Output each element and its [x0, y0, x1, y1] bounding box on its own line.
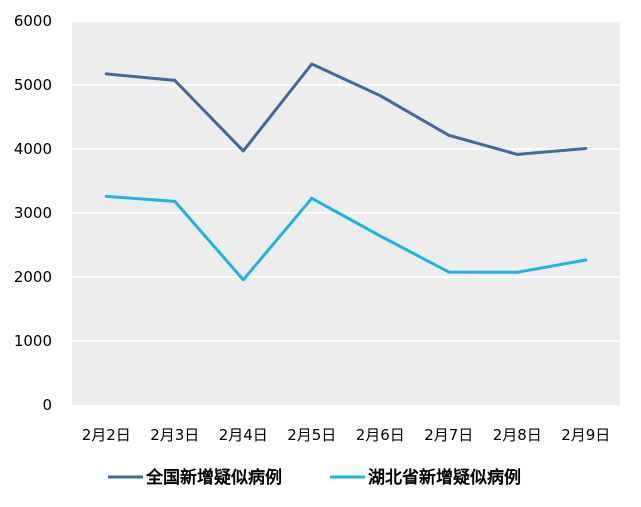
series-line-2 — [106, 194, 587, 282]
y-tick-label: 3000 — [14, 204, 52, 222]
data-point — [173, 199, 177, 203]
x-tick-label: 2月9日 — [561, 426, 610, 444]
y-tick-label: 6000 — [14, 12, 52, 30]
x-tick-label: 2月6日 — [356, 426, 405, 444]
y-tick-label: 5000 — [14, 76, 52, 94]
data-point — [241, 278, 245, 282]
y-tick-label: 1000 — [14, 332, 52, 350]
x-axis-ticks: 2月2日 2月3日 2月4日 2月5日 2月6日 2月7日 2月8日 2月9日 — [82, 426, 611, 444]
data-point — [447, 133, 451, 137]
data-point — [310, 62, 314, 66]
data-point — [515, 152, 519, 156]
y-axis-ticks: 0 1000 2000 3000 4000 5000 6000 — [14, 12, 52, 414]
legend-label: 湖北省新增疑似病例 — [368, 467, 521, 488]
data-point — [378, 234, 382, 238]
data-point — [378, 94, 382, 98]
data-point — [515, 270, 519, 274]
data-point — [310, 196, 314, 200]
data-point — [173, 78, 177, 82]
y-tick-label: 0 — [42, 396, 52, 414]
legend: 全国新增疑似病例 湖北省新增疑似病例 — [108, 467, 521, 488]
x-tick-label: 2月8日 — [493, 426, 542, 444]
data-point — [584, 258, 588, 262]
data-point — [447, 270, 451, 274]
x-tick-label: 2月7日 — [424, 426, 473, 444]
data-point — [104, 72, 108, 76]
data-point — [241, 149, 245, 153]
series-lines — [104, 62, 588, 282]
data-point — [104, 194, 108, 198]
y-tick-label: 4000 — [14, 140, 52, 158]
y-tick-label: 2000 — [14, 268, 52, 286]
series-line-1 — [106, 62, 586, 156]
x-tick-label: 2月3日 — [150, 426, 199, 444]
x-tick-label: 2月2日 — [82, 426, 131, 444]
data-point — [584, 146, 588, 150]
gridlines — [72, 20, 620, 342]
x-tick-label: 2月4日 — [219, 426, 268, 444]
x-tick-label: 2月5日 — [287, 426, 336, 444]
legend-label: 全国新增疑似病例 — [145, 467, 282, 488]
